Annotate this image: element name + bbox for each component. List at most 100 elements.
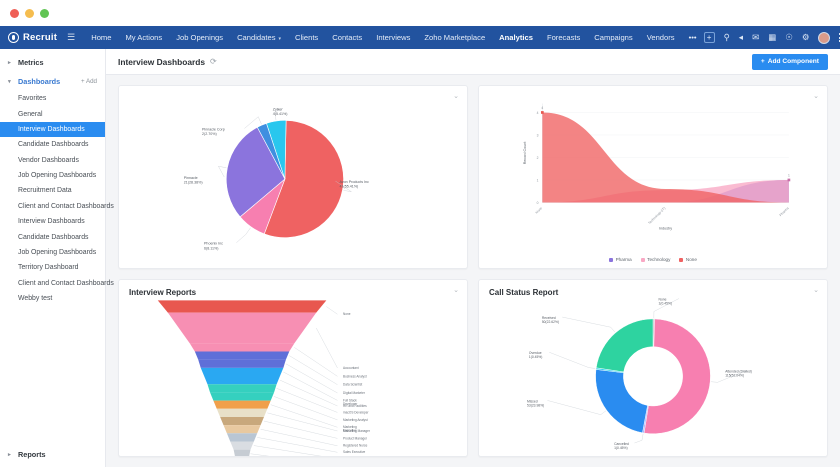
industry-legend: Pharma Technology None bbox=[479, 257, 827, 262]
svg-text:macOS Developer: macOS Developer bbox=[343, 410, 369, 414]
nav-item-interviews[interactable]: Interviews bbox=[369, 28, 417, 47]
legend-item-pharma[interactable]: Pharma bbox=[609, 257, 632, 262]
sidebar-item-client-and-contact-dashboards[interactable]: Client and Contact Dashboards bbox=[18, 202, 114, 210]
sidebar-item-interview-dashboards[interactable]: Interview Dashboards bbox=[18, 218, 85, 226]
card-menu-icon[interactable]: ⌄ bbox=[453, 93, 459, 100]
sidebar-add-dashboard-button[interactable]: + Add bbox=[81, 78, 97, 85]
sidebar-item-job-opening-dashboards[interactable]: Job Opening Dashboards bbox=[18, 248, 97, 256]
main-content: Interview Dashboards ⟳ + Add Component ⌄… bbox=[106, 49, 840, 467]
close-window-button[interactable] bbox=[10, 8, 19, 18]
nav-item-label: Job Openings bbox=[176, 33, 224, 42]
legend-label: Technology bbox=[647, 257, 671, 262]
bell-icon[interactable]: ☉ bbox=[785, 32, 793, 43]
svg-text:Data Scientist: Data Scientist bbox=[343, 383, 362, 387]
add-component-label: Add Component bbox=[767, 58, 819, 65]
sidebar-item-job-opening-dashboards[interactable]: Job Opening Dashboards bbox=[18, 172, 97, 180]
nav-item-label: Clients bbox=[295, 33, 319, 42]
nav-item-clients[interactable]: Clients bbox=[288, 28, 325, 47]
legend-swatch bbox=[679, 257, 684, 262]
sidebar-section-reports[interactable]: ▸ Reports bbox=[0, 445, 105, 467]
svg-text:Marketing Analyst: Marketing Analyst bbox=[343, 418, 368, 422]
chevron-right-icon: ▸ bbox=[8, 59, 11, 66]
chevron-down-icon: ▾ bbox=[8, 78, 11, 85]
nav-item-[interactable]: ••• bbox=[682, 28, 704, 47]
svg-text:Business Analyst: Business Analyst bbox=[343, 374, 367, 378]
sidebar-item-favorites[interactable]: Favorites bbox=[18, 95, 47, 103]
nav-item-campaigns[interactable]: Campaigns bbox=[587, 28, 639, 47]
sidebar-item-client-and-contact-dashboards[interactable]: Client and Contact Dashboards bbox=[18, 279, 114, 287]
chevron-down-icon: ▾ bbox=[278, 35, 282, 42]
sidebar-metrics-label: Metrics bbox=[18, 58, 44, 67]
nav-item-job-openings[interactable]: Job Openings bbox=[169, 28, 230, 47]
card-menu-icon[interactable]: ⌄ bbox=[813, 93, 819, 100]
nav-item-label: Zoho Marketplace bbox=[424, 33, 486, 42]
add-icon[interactable]: + bbox=[703, 32, 715, 43]
nav-item-zoho-marketplace[interactable]: Zoho Marketplace bbox=[417, 28, 492, 47]
sidebar-item-candidate-dashboards[interactable]: Candidate Dashboards bbox=[18, 233, 89, 241]
sidebar-item-candidate-dashboards[interactable]: Candidate Dashboards bbox=[18, 141, 89, 149]
mail-icon[interactable]: ✉ bbox=[752, 32, 760, 43]
minimize-window-button[interactable] bbox=[25, 8, 34, 18]
sidebar-section-metrics[interactable]: ▸ Metrics bbox=[0, 53, 105, 72]
svg-text:Registered Nurse: Registered Nurse bbox=[343, 444, 368, 448]
sidebar-item-interview-dashboards[interactable]: Interview Dashboards bbox=[0, 121, 105, 138]
nav-item-analytics[interactable]: Analytics bbox=[492, 28, 540, 52]
app-logo[interactable]: Recruit bbox=[8, 32, 57, 43]
avatar[interactable] bbox=[818, 31, 831, 44]
chevron-right-icon: ▸ bbox=[8, 451, 11, 458]
svg-text:4: 4 bbox=[541, 106, 543, 110]
nav-item-vendors[interactable]: Vendors bbox=[640, 28, 682, 47]
sidebar-item-webby-test[interactable]: Webby test bbox=[18, 295, 53, 303]
note-icon[interactable]: ▦ bbox=[768, 32, 777, 43]
dashboard-grid: ⌄ Avon Products Inc 41(55.41%) Phoenix Inc… bbox=[106, 75, 840, 467]
nav-items: Home My Actions Job Openings Candidates ▾ Cli… bbox=[84, 28, 704, 52]
refresh-icon[interactable]: ⟳ bbox=[210, 57, 217, 66]
search-icon[interactable]: ⚲ bbox=[723, 32, 730, 43]
svg-text:Digital Marketer: Digital Marketer bbox=[343, 391, 365, 395]
legend-item-none[interactable]: None bbox=[679, 257, 697, 262]
nav-item-label: Vendors bbox=[646, 33, 675, 42]
page-header: Interview Dashboards ⟳ + Add Component bbox=[106, 49, 840, 75]
settings-icon[interactable]: ⚙ bbox=[801, 32, 810, 43]
svg-text:None: None bbox=[535, 206, 544, 215]
sidebar-item-general[interactable]: General bbox=[18, 110, 43, 118]
card-menu-icon[interactable]: ⌄ bbox=[813, 287, 819, 294]
nav-item-home[interactable]: Home bbox=[84, 28, 118, 47]
nav-item-contacts[interactable]: Contacts bbox=[325, 28, 369, 47]
grip-icon[interactable]: ☰ bbox=[67, 32, 76, 42]
sidebar-item-territory-dashboard[interactable]: Territory Dashboard bbox=[18, 264, 79, 272]
sidebar-item-recruitment-data[interactable]: Recruitment Data bbox=[18, 187, 72, 195]
svg-text:1: 1 bbox=[788, 174, 790, 178]
svg-text:Product Manager: Product Manager bbox=[343, 436, 367, 440]
nav-item-label: Interviews bbox=[376, 33, 411, 42]
recruit-logo-icon bbox=[8, 32, 19, 43]
svg-text:Record Count: Record Count bbox=[523, 142, 527, 165]
nav-item-my-actions[interactable]: My Actions bbox=[118, 28, 169, 47]
top-navigation-bar: Recruit ☰ Home My Actions Job Openings Cand… bbox=[0, 26, 840, 52]
sidebar: ▸ Metrics ▾ Dashboards + Add Favorites Ge… bbox=[0, 49, 114, 467]
svg-text:HR and Facilities: HR and Facilities bbox=[343, 404, 367, 408]
send-icon[interactable]: ◂ bbox=[738, 32, 744, 43]
legend-swatch bbox=[640, 257, 645, 262]
sidebar-section-dashboards[interactable]: ▾ Dashboards + Add bbox=[0, 72, 105, 91]
card-title-interview-reports: Interview Reports bbox=[129, 288, 197, 297]
sidebar-item-vendor-dashboards[interactable]: Vendor Dashboards bbox=[18, 156, 79, 164]
card-interview-reports: Interview Reports ⌄ None Accountant Busine… bbox=[118, 279, 468, 457]
add-component-button[interactable]: + Add Component bbox=[751, 53, 828, 70]
legend-label: Pharma bbox=[615, 257, 632, 262]
card-menu-icon[interactable]: ⌄ bbox=[453, 287, 459, 294]
maximize-window-button[interactable] bbox=[40, 8, 49, 18]
nav-item-forecasts[interactable]: Forecasts bbox=[540, 28, 587, 47]
legend-item-technology[interactable]: Technology bbox=[640, 257, 671, 262]
nav-item-candidates[interactable]: Candidates ▾ bbox=[230, 28, 288, 47]
legend-swatch bbox=[609, 257, 614, 262]
nav-right-icons: + ⚲ ◂ ✉ ▦ ☉ ⚙ bbox=[703, 31, 840, 44]
